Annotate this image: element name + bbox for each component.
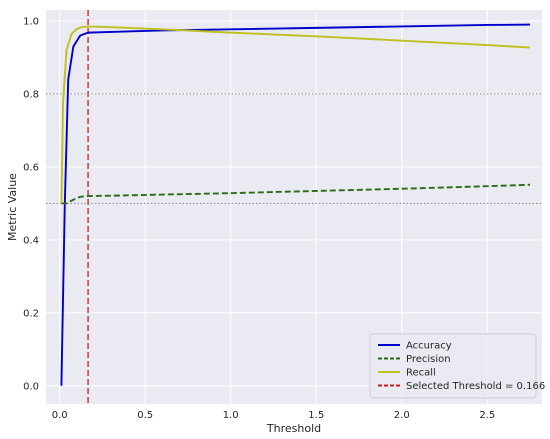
y-tick-label: 0.6 <box>23 162 39 173</box>
x-tick-label: 1.5 <box>308 410 324 421</box>
y-tick-label: 1.0 <box>23 16 39 27</box>
x-axis-title: Threshold <box>266 422 321 435</box>
x-tick-label: 2.5 <box>479 410 495 421</box>
legend-label: Accuracy <box>406 341 452 352</box>
y-tick-label: 0.8 <box>23 89 39 100</box>
data-series <box>60 23 531 386</box>
y-axis-ticks: 0.0 0.2 0.4 0.6 0.8 1.0 <box>23 16 39 392</box>
series-line-accuracy <box>60 23 531 386</box>
reference-lines <box>46 10 542 404</box>
y-axis-title: Metric Value <box>6 173 19 241</box>
legend-label: Precision <box>406 354 451 365</box>
legend-label: Selected Threshold = 0.166 <box>406 381 545 392</box>
x-tick-label: 0.0 <box>52 410 68 421</box>
x-tick-label: 1.0 <box>223 410 239 421</box>
y-tick-label: 0.0 <box>23 381 39 392</box>
y-tick-label: 0.2 <box>23 308 39 319</box>
x-tick-label: 2.0 <box>394 410 410 421</box>
x-tick-label: 0.5 <box>137 410 153 421</box>
series-line-precision <box>61 183 531 205</box>
legend-box <box>369 333 537 399</box>
legend: Accuracy Precision Recall Selected Threshol… <box>369 333 545 399</box>
y-tick-label: 0.4 <box>23 235 39 246</box>
x-axis-ticks: 0.0 0.5 1.0 1.5 2.0 2.5 <box>52 410 495 421</box>
series-line-recall <box>60 25 531 204</box>
legend-label: Recall <box>406 368 436 379</box>
